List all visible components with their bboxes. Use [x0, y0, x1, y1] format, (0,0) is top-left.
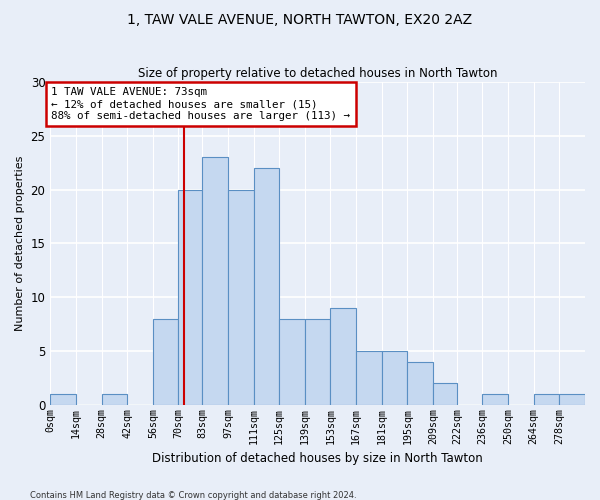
Bar — [407, 362, 433, 405]
Bar — [279, 319, 305, 405]
Title: Size of property relative to detached houses in North Tawton: Size of property relative to detached ho… — [138, 66, 497, 80]
Text: 1, TAW VALE AVENUE, NORTH TAWTON, EX20 2AZ: 1, TAW VALE AVENUE, NORTH TAWTON, EX20 2… — [127, 12, 473, 26]
Bar — [202, 158, 228, 405]
Bar — [254, 168, 279, 405]
Bar — [153, 319, 178, 405]
Bar — [331, 308, 356, 405]
Bar — [101, 394, 127, 405]
Bar — [228, 190, 254, 405]
Bar — [433, 384, 457, 405]
Bar — [382, 351, 407, 405]
Text: Contains HM Land Registry data © Crown copyright and database right 2024.: Contains HM Land Registry data © Crown c… — [30, 490, 356, 500]
Y-axis label: Number of detached properties: Number of detached properties — [15, 156, 25, 331]
Bar — [559, 394, 585, 405]
Bar — [50, 394, 76, 405]
Bar — [534, 394, 559, 405]
X-axis label: Distribution of detached houses by size in North Tawton: Distribution of detached houses by size … — [152, 452, 483, 465]
Text: 1 TAW VALE AVENUE: 73sqm
← 12% of detached houses are smaller (15)
88% of semi-d: 1 TAW VALE AVENUE: 73sqm ← 12% of detach… — [51, 88, 350, 120]
Bar — [305, 319, 331, 405]
Bar — [356, 351, 382, 405]
Bar — [482, 394, 508, 405]
Bar — [178, 190, 202, 405]
